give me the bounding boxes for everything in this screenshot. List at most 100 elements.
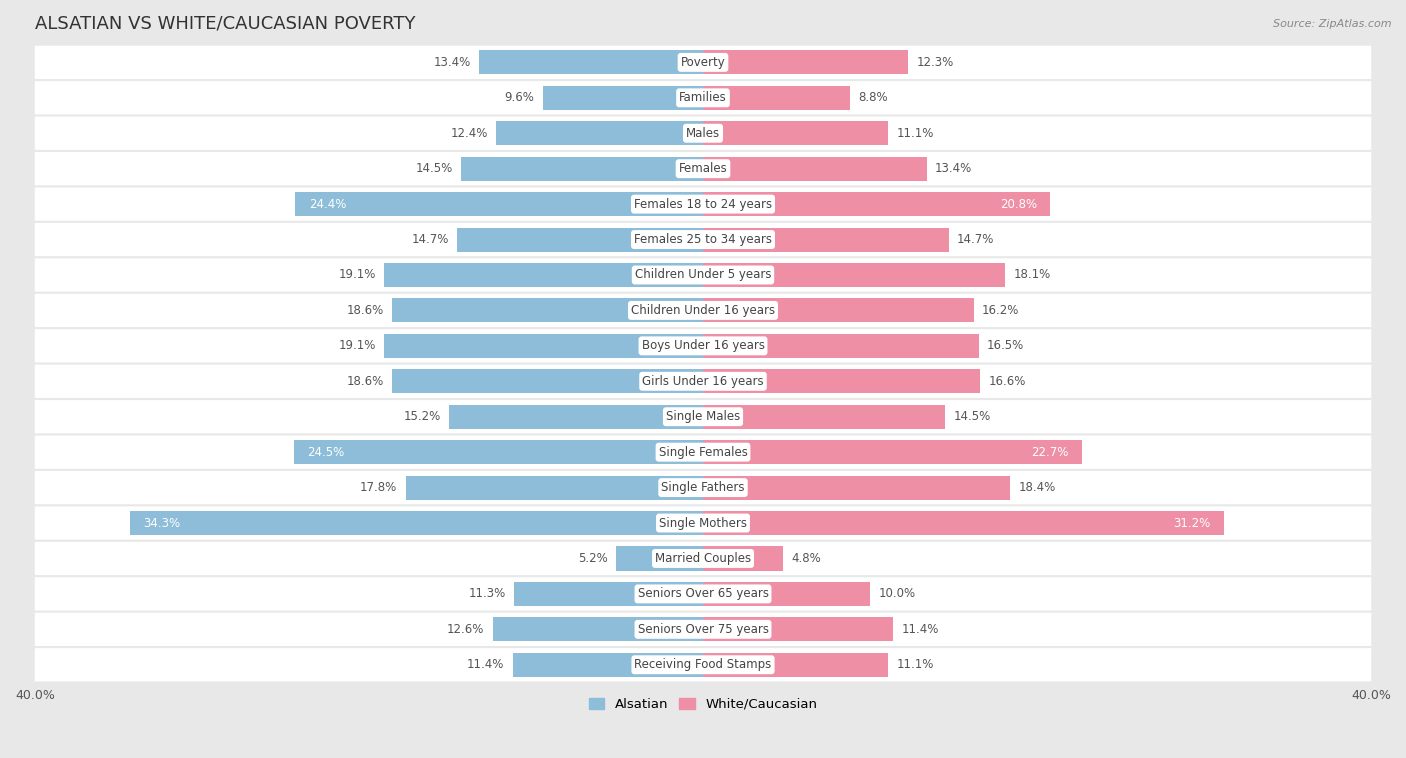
Text: 18.1%: 18.1% [1014,268,1050,281]
Bar [703,192,1050,216]
Bar [449,405,703,429]
Bar [703,299,973,322]
Text: 8.8%: 8.8% [858,91,889,105]
Text: Seniors Over 65 years: Seniors Over 65 years [637,587,769,600]
FancyBboxPatch shape [35,329,1371,362]
Text: 16.5%: 16.5% [987,340,1024,352]
Bar [492,617,703,641]
Bar [703,50,908,74]
Bar [496,121,703,146]
Text: 9.6%: 9.6% [505,91,534,105]
Bar [703,475,1011,500]
Text: 12.3%: 12.3% [917,56,955,69]
Text: Single Mothers: Single Mothers [659,516,747,530]
Bar [703,511,1225,535]
Bar [703,263,1005,287]
Text: 12.4%: 12.4% [450,127,488,139]
Text: ALSATIAN VS WHITE/CAUCASIAN POVERTY: ALSATIAN VS WHITE/CAUCASIAN POVERTY [35,15,415,33]
Text: 17.8%: 17.8% [360,481,398,494]
FancyBboxPatch shape [35,648,1371,681]
FancyBboxPatch shape [35,471,1371,504]
Bar [616,547,703,571]
Bar [513,653,703,677]
Text: 24.5%: 24.5% [307,446,344,459]
Bar [406,475,703,500]
Text: Poverty: Poverty [681,56,725,69]
Text: 24.4%: 24.4% [309,198,346,211]
Text: 18.6%: 18.6% [347,374,384,388]
Text: 12.6%: 12.6% [447,623,484,636]
Text: Families: Families [679,91,727,105]
Text: Seniors Over 75 years: Seniors Over 75 years [637,623,769,636]
FancyBboxPatch shape [35,612,1371,646]
Bar [457,227,703,252]
Text: Females: Females [679,162,727,175]
Text: Girls Under 16 years: Girls Under 16 years [643,374,763,388]
FancyBboxPatch shape [35,117,1371,150]
Text: Females 18 to 24 years: Females 18 to 24 years [634,198,772,211]
Bar [703,617,893,641]
Text: 13.4%: 13.4% [433,56,471,69]
FancyBboxPatch shape [35,223,1371,256]
FancyBboxPatch shape [35,258,1371,292]
Text: Children Under 5 years: Children Under 5 years [634,268,772,281]
Bar [295,192,703,216]
Text: 11.1%: 11.1% [897,127,934,139]
Text: Females 25 to 34 years: Females 25 to 34 years [634,233,772,246]
Text: Single Males: Single Males [666,410,740,423]
FancyBboxPatch shape [35,365,1371,398]
Text: 11.4%: 11.4% [467,658,505,672]
Text: 13.4%: 13.4% [935,162,973,175]
Text: 19.1%: 19.1% [339,268,375,281]
Bar [703,582,870,606]
Text: 11.4%: 11.4% [901,623,939,636]
FancyBboxPatch shape [35,187,1371,221]
FancyBboxPatch shape [35,294,1371,327]
Text: Married Couples: Married Couples [655,552,751,565]
Bar [703,547,783,571]
Text: 22.7%: 22.7% [1032,446,1069,459]
Bar [515,582,703,606]
FancyBboxPatch shape [35,400,1371,434]
Text: 4.8%: 4.8% [792,552,821,565]
Text: Single Fathers: Single Fathers [661,481,745,494]
Bar [461,157,703,180]
Text: 20.8%: 20.8% [1000,198,1038,211]
Text: Receiving Food Stamps: Receiving Food Stamps [634,658,772,672]
FancyBboxPatch shape [35,506,1371,540]
Text: 15.2%: 15.2% [404,410,441,423]
Bar [703,227,949,252]
Text: 14.7%: 14.7% [957,233,994,246]
Bar [543,86,703,110]
Text: 34.3%: 34.3% [143,516,180,530]
Text: Single Females: Single Females [658,446,748,459]
Bar [703,405,945,429]
Text: Boys Under 16 years: Boys Under 16 years [641,340,765,352]
Bar [479,50,703,74]
Bar [384,263,703,287]
Bar [703,86,851,110]
Text: Males: Males [686,127,720,139]
Text: 10.0%: 10.0% [879,587,915,600]
Text: 31.2%: 31.2% [1174,516,1211,530]
Text: 16.6%: 16.6% [988,374,1026,388]
FancyBboxPatch shape [35,152,1371,186]
Text: 14.5%: 14.5% [415,162,453,175]
Bar [294,440,703,464]
FancyBboxPatch shape [35,436,1371,468]
Text: Children Under 16 years: Children Under 16 years [631,304,775,317]
FancyBboxPatch shape [35,45,1371,79]
Text: 18.4%: 18.4% [1019,481,1056,494]
Text: 11.3%: 11.3% [468,587,506,600]
Bar [703,653,889,677]
FancyBboxPatch shape [35,542,1371,575]
Text: 5.2%: 5.2% [578,552,607,565]
Bar [392,299,703,322]
Text: 14.5%: 14.5% [953,410,991,423]
Bar [703,121,889,146]
Bar [703,369,980,393]
Text: 16.2%: 16.2% [981,304,1019,317]
Bar [384,334,703,358]
Legend: Alsatian, White/Caucasian: Alsatian, White/Caucasian [583,693,823,716]
Text: 19.1%: 19.1% [339,340,375,352]
